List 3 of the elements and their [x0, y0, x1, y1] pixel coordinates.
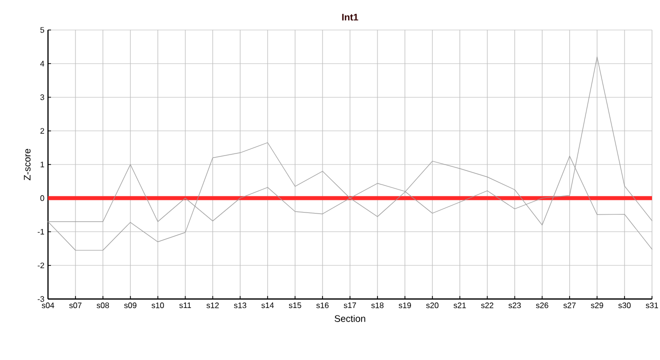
x-axis-title: Section: [334, 315, 366, 322]
chart-title: Int1: [342, 14, 358, 20]
y-axis-title: Z-score: [24, 148, 31, 180]
